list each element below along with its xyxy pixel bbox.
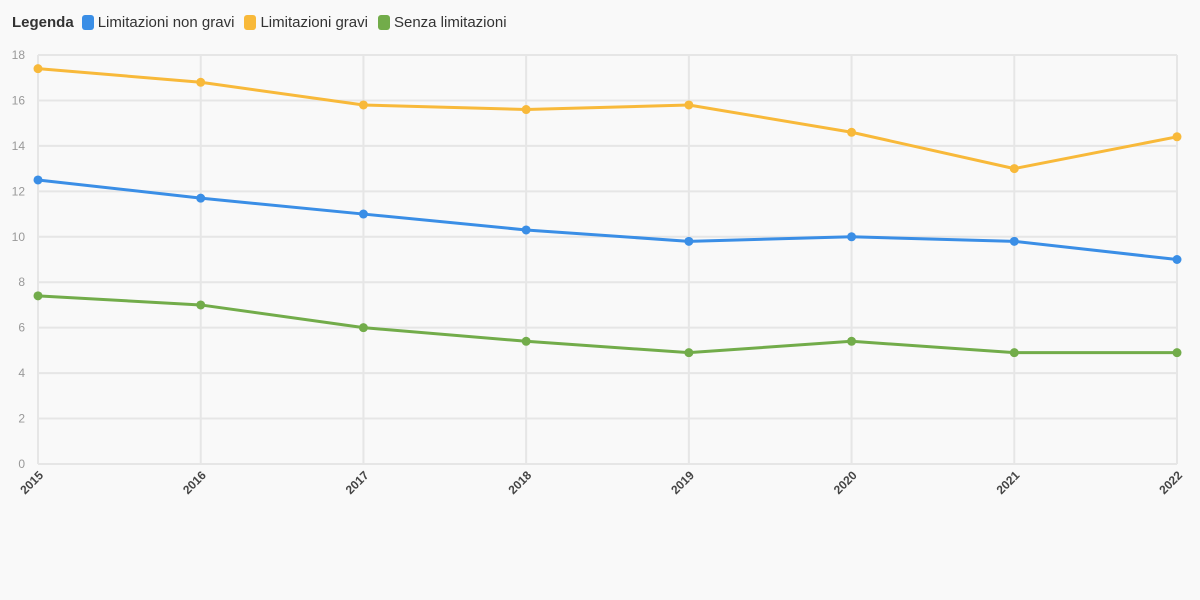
data-point[interactable] (358, 100, 368, 110)
data-point[interactable] (684, 100, 694, 110)
data-point[interactable] (196, 77, 206, 87)
data-point[interactable] (1172, 132, 1182, 142)
data-point[interactable] (847, 232, 857, 242)
x-tick-label: 2015 (17, 468, 46, 497)
data-point[interactable] (684, 348, 694, 358)
chart-grid (37, 54, 1178, 465)
x-tick-label: 2021 (994, 468, 1023, 497)
legend-title: Legenda (12, 13, 74, 31)
y-tick-label: 12 (12, 184, 26, 198)
y-tick-label: 0 (18, 457, 25, 471)
y-tick-label: 4 (18, 366, 25, 380)
data-point[interactable] (1172, 348, 1182, 358)
chart-axes: 0 2 4 6 8 10 12 14 16 18 2015 2016 2017 2018 2019 2020 2… (12, 48, 1186, 497)
chart-series (33, 64, 1182, 358)
x-tick-label: 2017 (343, 468, 372, 497)
data-point[interactable] (196, 300, 206, 310)
data-point[interactable] (521, 105, 531, 115)
x-tick-label: 2020 (831, 468, 860, 497)
y-tick-label: 16 (12, 93, 26, 107)
data-point[interactable] (1172, 255, 1182, 264)
data-point[interactable] (358, 323, 368, 333)
y-tick-label: 2 (18, 412, 25, 426)
legend-swatch-icon (81, 14, 94, 30)
data-point[interactable] (33, 291, 43, 301)
legend-label: Limitazioni non gravi (97, 13, 235, 31)
legend-entry-senza-limitazioni[interactable]: Senza limitazioni (377, 13, 507, 31)
y-tick-label: 8 (18, 275, 25, 289)
legend-swatch-icon (377, 14, 390, 30)
data-point[interactable] (1009, 164, 1019, 174)
legend-entry-limitazioni-non-gravi[interactable]: Limitazioni non gravi (81, 13, 235, 31)
data-point[interactable] (847, 336, 857, 346)
data-point[interactable] (684, 236, 694, 246)
data-point[interactable] (521, 336, 531, 346)
series-line-2 (36, 294, 1179, 355)
legend-swatch-icon (244, 14, 257, 30)
x-tick-label: 2022 (1156, 468, 1185, 497)
y-tick-label: 6 (18, 321, 25, 335)
data-point[interactable] (358, 209, 368, 219)
y-tick-label: 14 (12, 139, 26, 153)
y-tick-label: 18 (12, 48, 26, 62)
legend-label: Limitazioni gravi (260, 13, 368, 31)
chart-legend: Legenda Limitazioni non gravi Limitazion… (12, 11, 511, 33)
data-point[interactable] (196, 193, 206, 203)
data-point[interactable] (33, 175, 43, 185)
legend-entry-limitazioni-gravi[interactable]: Limitazioni gravi (244, 14, 368, 31)
series-line-1 (36, 67, 1179, 171)
data-point[interactable] (1009, 348, 1019, 358)
data-point[interactable] (1009, 236, 1019, 246)
y-tick-label: 10 (12, 230, 26, 244)
x-tick-label: 2019 (668, 468, 697, 497)
legend-label: Senza limitazioni (393, 13, 507, 31)
data-point[interactable] (521, 225, 531, 235)
x-tick-label: 2018 (505, 468, 534, 497)
x-tick-label: 2016 (180, 468, 209, 497)
data-point[interactable] (33, 64, 43, 74)
series-line-0 (36, 178, 1179, 261)
data-point[interactable] (847, 127, 857, 137)
